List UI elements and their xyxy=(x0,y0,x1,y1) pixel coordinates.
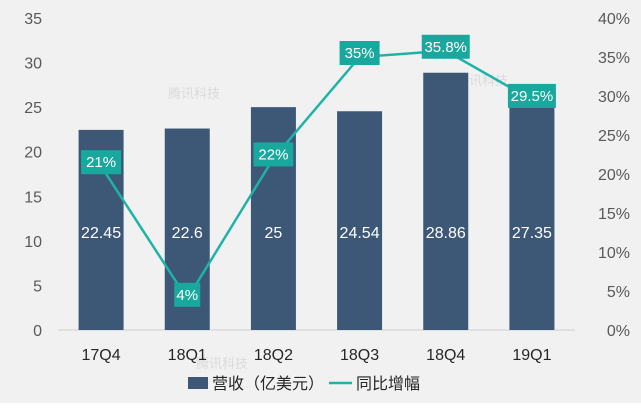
x-axis-tick: 17Q4 xyxy=(82,347,121,364)
bar-value-label: 25 xyxy=(265,225,283,242)
left-axis-tick: 20 xyxy=(24,145,42,162)
left-axis: 0 5 10 15 20 25 30 35 xyxy=(24,11,42,340)
line-point-marker xyxy=(253,142,294,167)
right-axis-tick: 0% xyxy=(607,323,630,340)
line-value-label: 35.8% xyxy=(424,39,467,56)
line-value-label: 22% xyxy=(258,146,288,163)
left-axis-tick: 25 xyxy=(24,100,42,117)
bar-series: 22.45 22.6 25 24.54 28.86 27.35 xyxy=(78,72,555,331)
x-axis-tick: 18Q4 xyxy=(426,347,465,364)
line-series: 21% 4% 22% 35% 35.8% 29.5% xyxy=(81,34,556,307)
right-axis-tick: 40% xyxy=(598,11,630,28)
right-axis-tick: 20% xyxy=(598,167,630,184)
watermark-text: 腾讯科技 xyxy=(196,356,248,371)
bar-value-label: 28.86 xyxy=(426,225,466,242)
bar-value-label: 22.6 xyxy=(172,225,203,242)
line-point-marker xyxy=(507,83,556,108)
legend: 营收（亿美元） 同比增幅 xyxy=(188,375,420,393)
right-axis-tick: 5% xyxy=(607,284,630,301)
bar xyxy=(509,86,555,331)
right-axis-tick: 25% xyxy=(598,128,630,145)
x-axis-tick: 18Q1 xyxy=(168,347,207,364)
left-axis-tick: 35 xyxy=(24,11,42,28)
line-point-marker xyxy=(339,41,380,65)
line-value-label: 4% xyxy=(176,287,198,304)
legend-swatch-bar xyxy=(188,377,208,389)
line-point-marker xyxy=(421,34,470,59)
left-axis-tick: 15 xyxy=(24,189,42,206)
bar-value-label: 27.35 xyxy=(512,225,552,242)
legend-label-bar: 营收（亿美元） xyxy=(212,375,324,393)
line-point-marker xyxy=(174,282,201,307)
bar-value-label: 22.45 xyxy=(81,225,121,242)
right-axis-tick: 30% xyxy=(598,89,630,106)
right-axis-tick: 15% xyxy=(598,206,630,223)
bar xyxy=(337,111,383,330)
line-value-label: 29.5% xyxy=(511,88,554,105)
right-axis-tick: 10% xyxy=(598,245,630,262)
left-axis-tick: 10 xyxy=(24,234,42,251)
x-axis-tick: 18Q2 xyxy=(254,347,293,364)
line-value-label: 35% xyxy=(345,45,375,62)
line-point-marker xyxy=(81,150,122,175)
x-axis-tick: 19Q1 xyxy=(512,347,551,364)
growth-line xyxy=(100,49,533,301)
x-axis-tick: 18Q3 xyxy=(340,347,379,364)
line-value-label: 21% xyxy=(86,154,116,171)
watermark-text: 腾讯科技 xyxy=(168,86,220,101)
bar xyxy=(423,72,469,331)
right-axis-tick: 35% xyxy=(598,50,630,67)
legend-label-line: 同比增幅 xyxy=(356,375,420,393)
left-axis-tick: 5 xyxy=(33,278,42,295)
left-axis-tick: 30 xyxy=(24,56,42,73)
right-axis: 0% 5% 10% 15% 20% 25% 30% 35% 40% xyxy=(598,11,630,340)
left-axis-tick: 0 xyxy=(33,323,42,340)
watermark-text: 腾讯科技 xyxy=(456,73,508,88)
bar-value-label: 24.54 xyxy=(340,225,380,242)
x-axis: 17Q4 18Q1 18Q2 18Q3 18Q4 19Q1 xyxy=(82,347,552,364)
